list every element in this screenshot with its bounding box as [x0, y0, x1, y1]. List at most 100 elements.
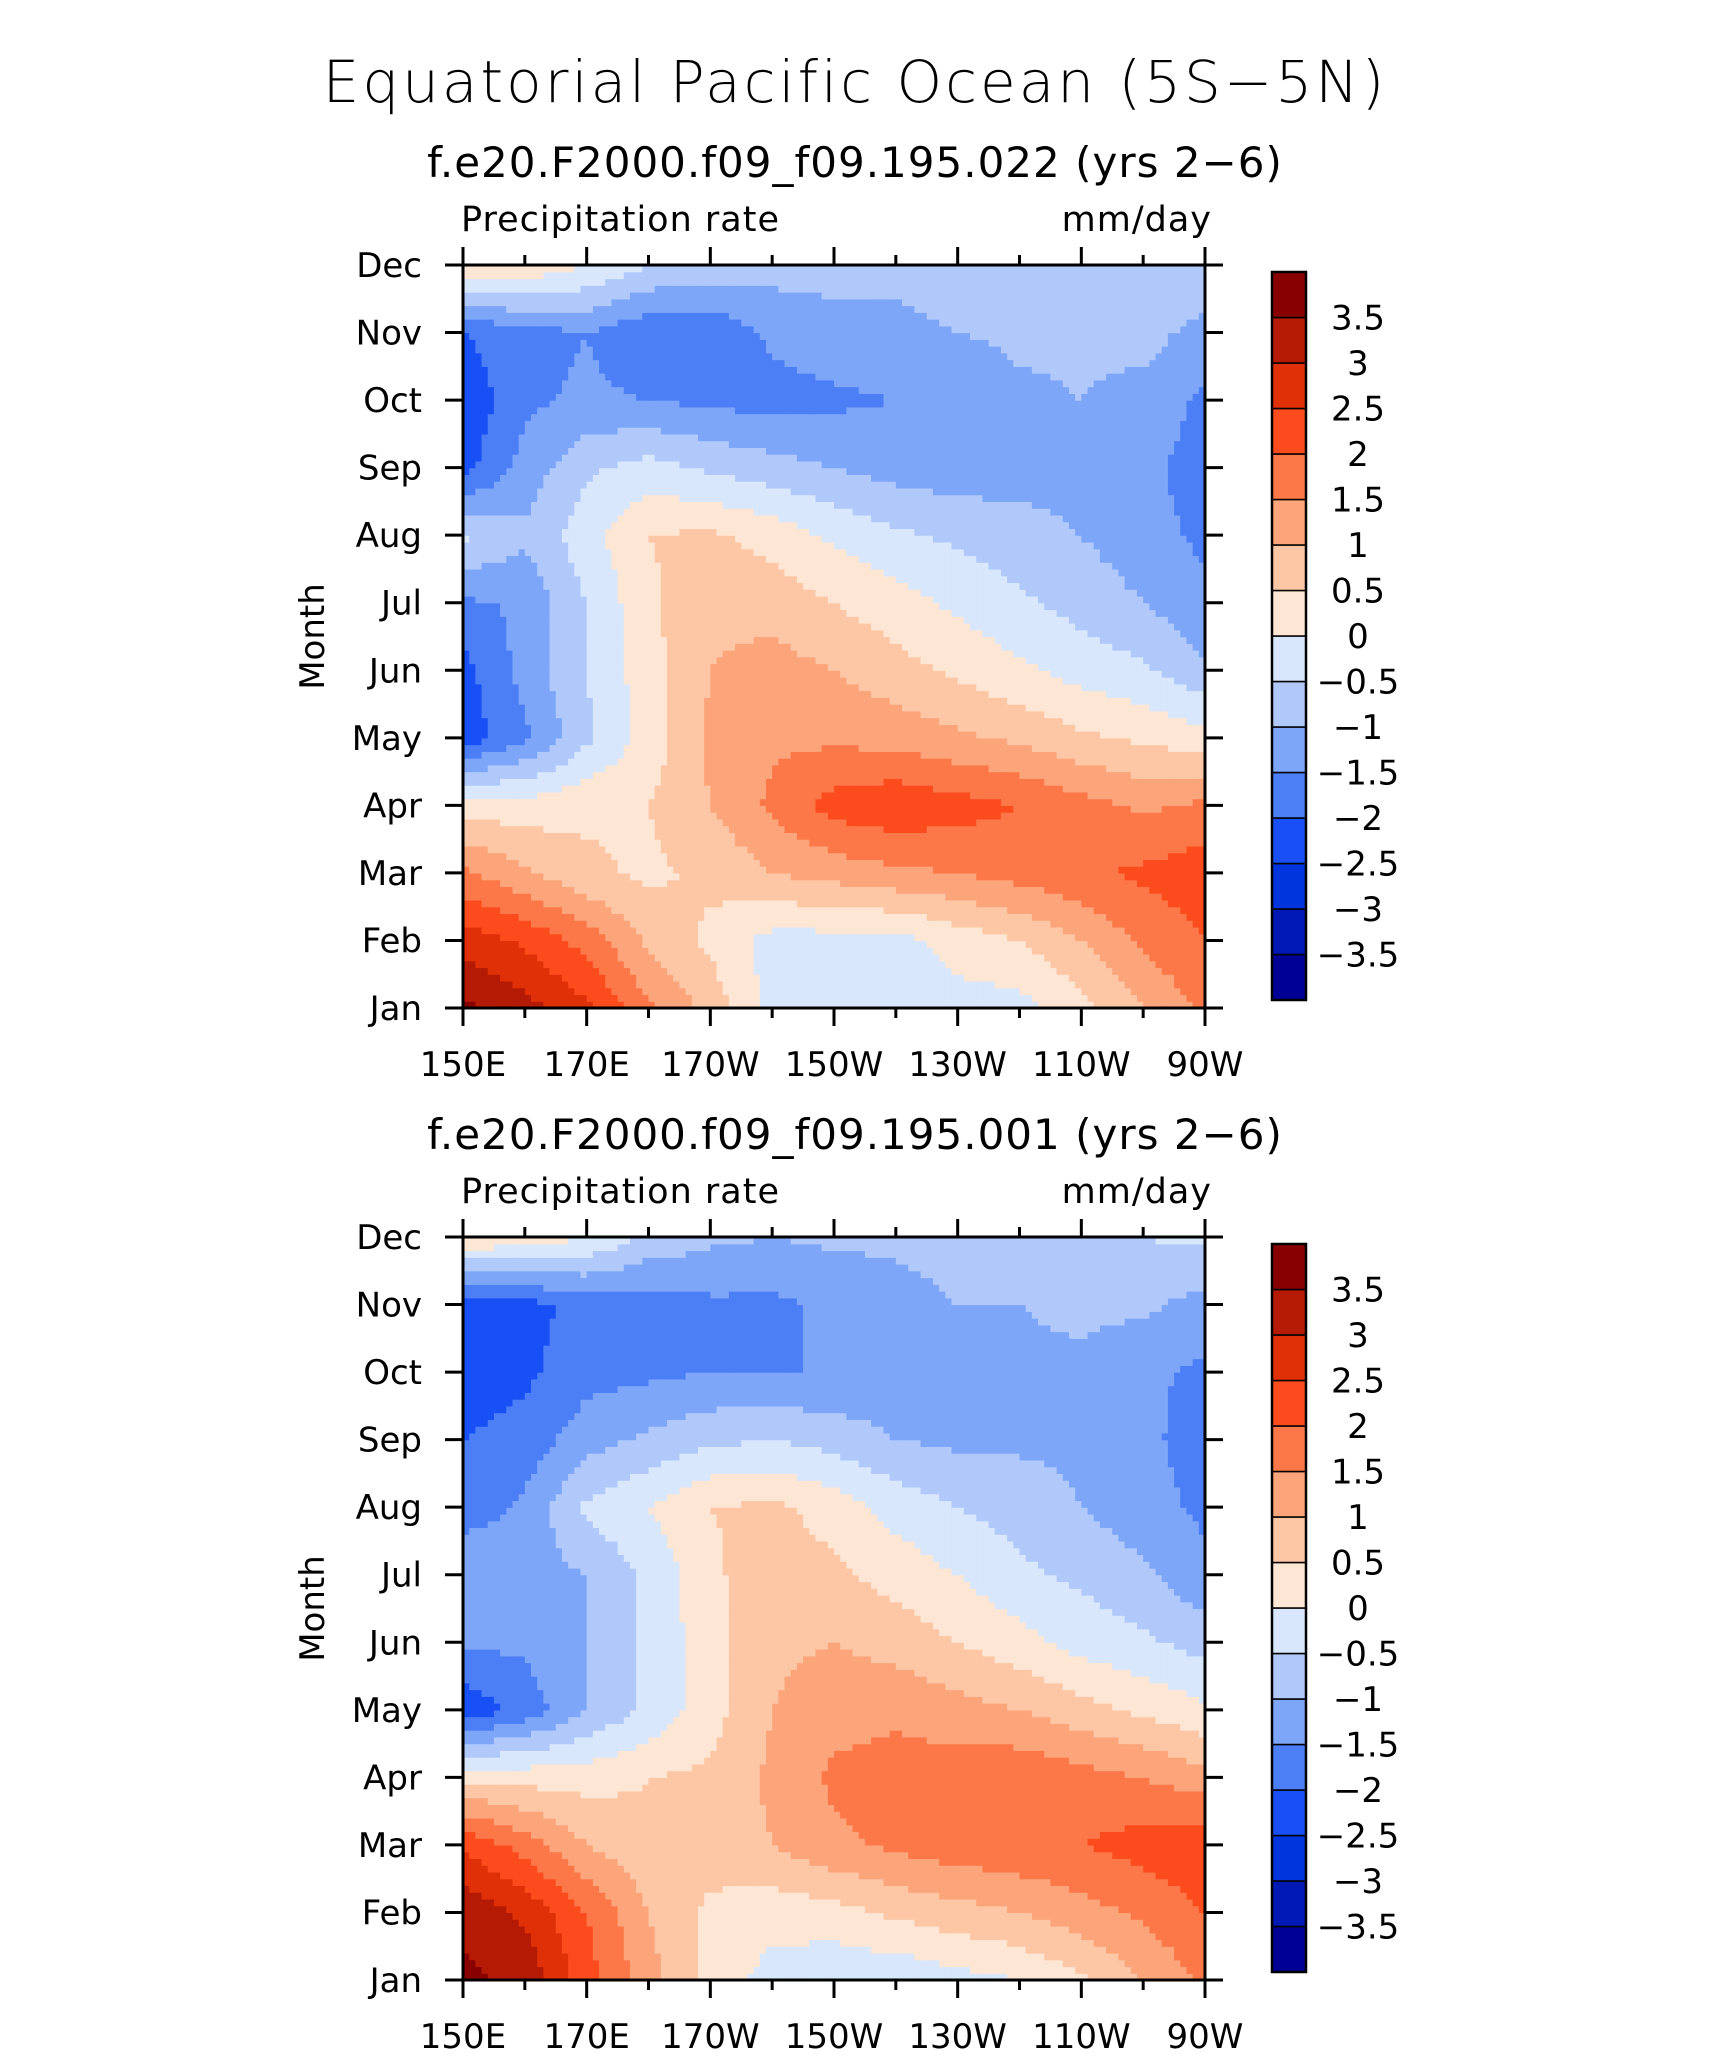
contour-cell	[902, 778, 909, 786]
contour-cell	[939, 812, 946, 820]
contour-cell	[1000, 879, 1008, 888]
contour-cell	[1000, 845, 1008, 854]
contour-cell	[834, 758, 841, 766]
contour-cell	[1013, 893, 1021, 901]
contour-cell	[636, 791, 643, 800]
contour-cell	[475, 940, 483, 948]
contour-cell	[574, 994, 582, 1002]
contour-cell	[728, 791, 736, 800]
contour-cell	[976, 832, 983, 840]
contour-cell	[1075, 926, 1082, 935]
contour-cell	[1161, 818, 1169, 827]
contour-cell	[1000, 866, 1008, 874]
contour-cell	[685, 879, 693, 888]
contour-cell	[704, 980, 711, 989]
contour-cell	[586, 825, 594, 833]
contour-cell	[673, 731, 681, 739]
contour-cell	[821, 744, 829, 752]
contour-cell	[914, 920, 922, 928]
contour-cell	[735, 899, 742, 908]
contour-cell	[1044, 825, 1052, 833]
contour-cell	[759, 953, 767, 962]
contour-cell	[537, 724, 544, 732]
contour-cell	[667, 866, 674, 874]
contour-cell	[704, 724, 711, 732]
contour-cell	[1025, 987, 1033, 996]
contour-cell	[1007, 872, 1014, 881]
contour-cell	[586, 906, 594, 915]
contour-cell	[765, 751, 773, 759]
contour-cell	[1068, 994, 1076, 1002]
contour-cell	[636, 940, 643, 948]
contour-cell	[1019, 920, 1027, 928]
contour-cell	[487, 825, 495, 833]
contour-cell	[679, 785, 687, 793]
contour-cell	[636, 751, 643, 759]
contour-cell	[636, 832, 643, 840]
contour-cell	[1081, 785, 1089, 793]
contour-cell	[895, 980, 903, 989]
contour-cell	[1081, 791, 1089, 800]
contour-cell	[605, 751, 612, 759]
contour-cell	[512, 778, 520, 786]
contour-cell	[636, 906, 643, 915]
contour-cell	[846, 785, 854, 793]
contour-cell	[945, 852, 953, 860]
contour-cell	[691, 906, 699, 915]
contour-cell	[735, 852, 742, 860]
contour-cell	[1031, 947, 1039, 955]
contour-cell	[580, 920, 588, 928]
contour-cell	[920, 764, 928, 773]
contour-cell	[976, 764, 983, 773]
contour-cell	[623, 967, 631, 975]
contour-cell	[722, 872, 730, 881]
contour-cell	[1044, 859, 1052, 867]
contour-cell	[796, 947, 804, 955]
contour-cell	[858, 872, 866, 881]
contour-cell	[1019, 933, 1027, 942]
contour-cell	[685, 906, 693, 915]
contour-cell	[623, 737, 631, 746]
contour-cell	[722, 825, 730, 833]
contour-cell	[592, 771, 600, 779]
contour-cell	[790, 872, 798, 881]
contour-cell	[648, 825, 656, 833]
contour-cell	[592, 920, 600, 928]
contour-cell	[623, 825, 631, 833]
contour-cell	[531, 805, 538, 813]
contour-cell	[1143, 987, 1150, 996]
contour-cell	[1149, 825, 1157, 833]
contour-cell	[1167, 737, 1175, 746]
contour-cell	[1136, 906, 1144, 915]
contour-cell	[883, 852, 891, 860]
contour-cell	[803, 967, 810, 975]
contour-cell	[667, 791, 674, 800]
contour-cell	[1118, 731, 1126, 739]
contour-cell	[858, 737, 866, 746]
contour-cell	[1174, 913, 1181, 921]
contour-cell	[605, 764, 612, 773]
contour-cell	[1056, 771, 1064, 779]
contour-cell	[951, 758, 959, 766]
contour-cell	[939, 737, 946, 746]
contour-cell	[1198, 974, 1206, 982]
contour-cell	[710, 825, 718, 833]
contour-cell	[660, 737, 668, 746]
contour-cell	[809, 758, 817, 766]
contour-cell	[493, 987, 501, 996]
contour-cell	[796, 866, 804, 874]
contour-cell	[1087, 731, 1095, 739]
contour-cell	[1013, 974, 1021, 982]
contour-cell	[809, 1001, 817, 1009]
contour-cell	[549, 947, 557, 955]
contour-cell	[493, 926, 501, 935]
contour-cell	[1081, 920, 1089, 928]
contour-cell	[834, 785, 841, 793]
contour-cell	[920, 947, 928, 955]
contour-cell	[500, 953, 507, 962]
contour-cell	[660, 852, 668, 860]
contour-cell	[1087, 872, 1095, 881]
contour-cell	[803, 1001, 810, 1009]
contour-cell	[796, 953, 804, 962]
contour-cell	[877, 879, 885, 888]
